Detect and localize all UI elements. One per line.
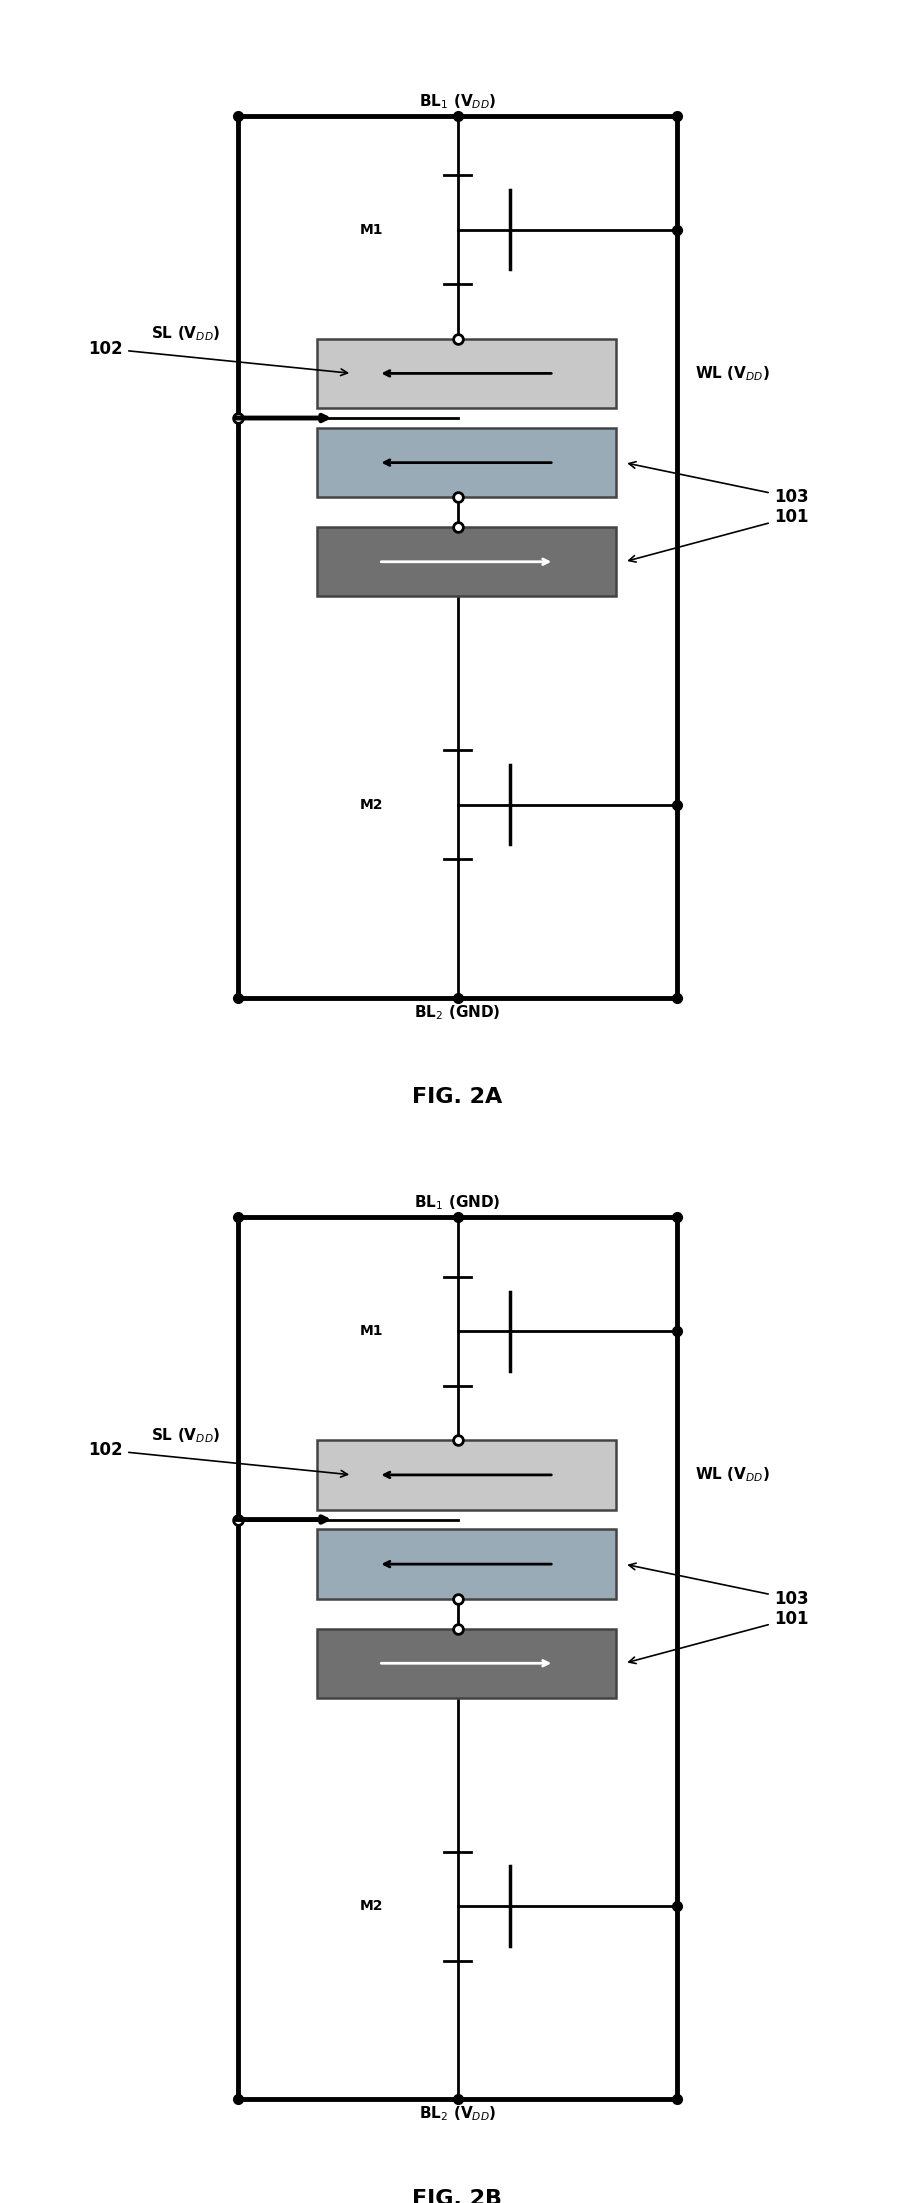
Text: 101: 101 — [629, 509, 808, 562]
Text: BL$_1$ (GND): BL$_1$ (GND) — [414, 1194, 501, 1212]
Text: FIG. 2B: FIG. 2B — [413, 2190, 502, 2203]
Bar — [317, 427, 616, 498]
Text: BL$_2$ (V$_{DD}$): BL$_2$ (V$_{DD}$) — [419, 2104, 496, 2124]
Bar — [317, 1628, 616, 1699]
Text: 103: 103 — [629, 463, 808, 507]
Bar — [317, 527, 616, 597]
Text: 103: 103 — [629, 1564, 808, 1608]
Bar — [317, 1529, 616, 1599]
Text: FIG. 2A: FIG. 2A — [413, 1086, 502, 1108]
Text: SL (V$_{DD}$): SL (V$_{DD}$) — [151, 324, 221, 344]
Text: 102: 102 — [89, 339, 348, 375]
Text: M1: M1 — [360, 223, 382, 236]
Text: M2: M2 — [360, 797, 382, 811]
Text: M1: M1 — [360, 1324, 382, 1337]
Text: WL (V$_{DD}$): WL (V$_{DD}$) — [694, 1465, 770, 1485]
Text: 102: 102 — [89, 1441, 348, 1476]
Text: WL (V$_{DD}$): WL (V$_{DD}$) — [694, 363, 770, 383]
Bar — [317, 1441, 616, 1509]
Text: BL$_2$ (GND): BL$_2$ (GND) — [414, 1002, 501, 1022]
Text: M2: M2 — [360, 1899, 382, 1912]
Bar — [317, 339, 616, 408]
Text: SL (V$_{DD}$): SL (V$_{DD}$) — [151, 1425, 221, 1445]
Text: BL$_1$ (V$_{DD}$): BL$_1$ (V$_{DD}$) — [419, 93, 496, 110]
Text: 101: 101 — [629, 1610, 808, 1663]
